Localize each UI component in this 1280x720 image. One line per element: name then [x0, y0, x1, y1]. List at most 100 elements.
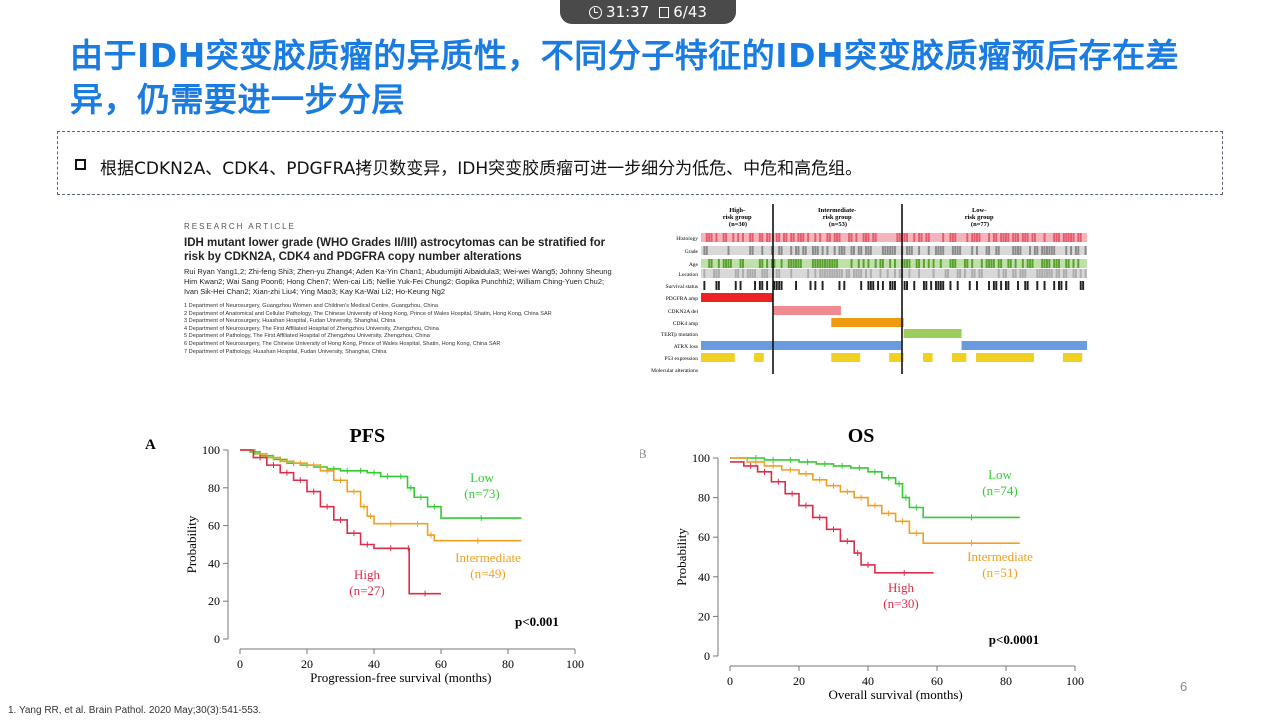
heatmap-cell [1007, 233, 1010, 242]
heatmap-cell [1041, 259, 1044, 268]
heatmap-cell [807, 269, 810, 278]
row-label: ATRX loss [674, 344, 698, 350]
heatmap-cell [891, 246, 894, 255]
p-value: p<0.0001 [989, 632, 1039, 647]
heatmap-cell [838, 281, 841, 290]
heatmap-cell [715, 281, 718, 290]
heatmap-cell [1029, 259, 1032, 268]
heatmap-cell [1014, 269, 1017, 278]
heatmap-cell [872, 233, 875, 242]
heatmap-cell [1058, 259, 1060, 268]
heatmap-cell [751, 246, 754, 255]
heatmap-cell [816, 259, 819, 268]
heatmap-cell [922, 281, 925, 290]
heatmap-cell [737, 269, 740, 278]
heatmap-cell [797, 259, 800, 268]
heatmap-cell [715, 269, 718, 278]
heatmap-cell [995, 281, 998, 290]
heatmap-cell [889, 259, 892, 268]
heatmap-cell [742, 269, 744, 278]
heatmap-cell [1024, 269, 1027, 278]
heatmap-cell [1045, 269, 1048, 278]
heatmap-cell [937, 246, 940, 255]
heatmap-cell [790, 233, 793, 242]
heatmap-cell [717, 269, 720, 278]
heatmap-cell [828, 269, 831, 278]
heatmap-cell [1033, 233, 1036, 242]
heatmap-cell [1024, 233, 1027, 242]
heatmap-cell [850, 246, 853, 255]
affiliation: 5 Department of Pathology, The First Aff… [184, 333, 430, 340]
heatmap-group-headers: High- risk group (n=30) Intermediate- ri… [723, 207, 994, 228]
heatmap-cell [852, 269, 855, 278]
heatmap-cell [942, 281, 945, 290]
heatmap-cell [1053, 259, 1056, 268]
series-label-high: High [888, 580, 915, 595]
heatmap-cell [780, 259, 783, 268]
x-tick-label: 0 [727, 674, 733, 688]
affiliation: 6 Department of Neurosurgery, The Chines… [184, 340, 501, 347]
heatmap-cell [1021, 233, 1024, 242]
heatmap-cell [951, 233, 954, 242]
heatmap-cell [891, 281, 894, 290]
heatmap-cell [918, 259, 921, 268]
heatmap-cell [894, 281, 896, 290]
heatmap-cell [1000, 259, 1003, 268]
heatmap-cell [826, 233, 829, 242]
heatmap-cell [937, 281, 940, 290]
panel-label: B [640, 446, 647, 461]
heatmap-cell [838, 246, 841, 255]
series-n-label: (n=27) [349, 583, 385, 598]
heatmap-cell [828, 233, 831, 242]
heatmap-cell [734, 269, 737, 278]
heatmap-cell [925, 233, 928, 242]
bullet-box: 根据CDKN2A、CDK4、PDGFRA拷贝数变异，IDH突变胶质瘤可进一步细分… [57, 131, 1223, 195]
heatmap-cell [749, 233, 752, 242]
heatmap-cell [988, 259, 991, 268]
series-label-high: High [354, 567, 381, 582]
heatmap-cell [852, 246, 855, 255]
heatmap-cell [1084, 269, 1087, 278]
heatmap-cell [1079, 281, 1082, 290]
heatmap-cell [761, 246, 764, 255]
heatmap-cell [1017, 246, 1019, 255]
heatmap-cell [956, 281, 959, 290]
bullet-text: 根据CDKN2A、CDK4、PDGFRA拷贝数变异，IDH突变胶质瘤可进一步细分… [100, 159, 863, 179]
heatmap-cell [971, 233, 974, 242]
heatmap-cell [898, 269, 901, 278]
heatmap-cell [775, 281, 778, 290]
heatmap-cell [1067, 233, 1070, 242]
heatmap-cell [1043, 281, 1046, 290]
x-tick-label: 100 [1066, 674, 1084, 688]
heatmap-cell [980, 269, 983, 278]
heatmap-cell [778, 269, 781, 278]
heatmap-cell [836, 233, 839, 242]
affiliation: 1 Department of Neurosurgery, Guangzhou … [184, 303, 438, 309]
heatmap-cell [821, 246, 824, 255]
heatmap-cell [1062, 233, 1065, 242]
heatmap-cell [831, 269, 834, 278]
heatmap-cell [778, 281, 781, 290]
heatmap-cell [725, 233, 728, 242]
heatmap-cell [725, 259, 728, 268]
heatmap-cell [819, 259, 822, 268]
row-label: Survival status [665, 284, 698, 290]
heatmap-cells [701, 233, 1087, 362]
heatmap-cell [978, 269, 981, 278]
heatmap-cell [867, 233, 870, 242]
p-value: p<0.001 [515, 614, 559, 629]
heatmap-cell [848, 269, 851, 278]
heatmap-cell [843, 246, 846, 255]
heatmap-cell [807, 233, 810, 242]
paper-affiliations: 1 Department of Neurosurgery, Guangzhou … [184, 303, 624, 356]
affiliation: 2 Department of Anatomical and Cellular … [184, 310, 552, 317]
heatmap-cell [872, 281, 875, 290]
heatmap-cell [925, 281, 928, 290]
heatmap-cell [780, 246, 783, 255]
heatmap-cell [913, 233, 916, 242]
heatmap-cell [874, 259, 877, 268]
heatmap-cell [963, 259, 966, 268]
heatmap-cell [956, 246, 959, 255]
heatmap-cell [939, 259, 942, 268]
heatmap-cell [749, 246, 752, 255]
